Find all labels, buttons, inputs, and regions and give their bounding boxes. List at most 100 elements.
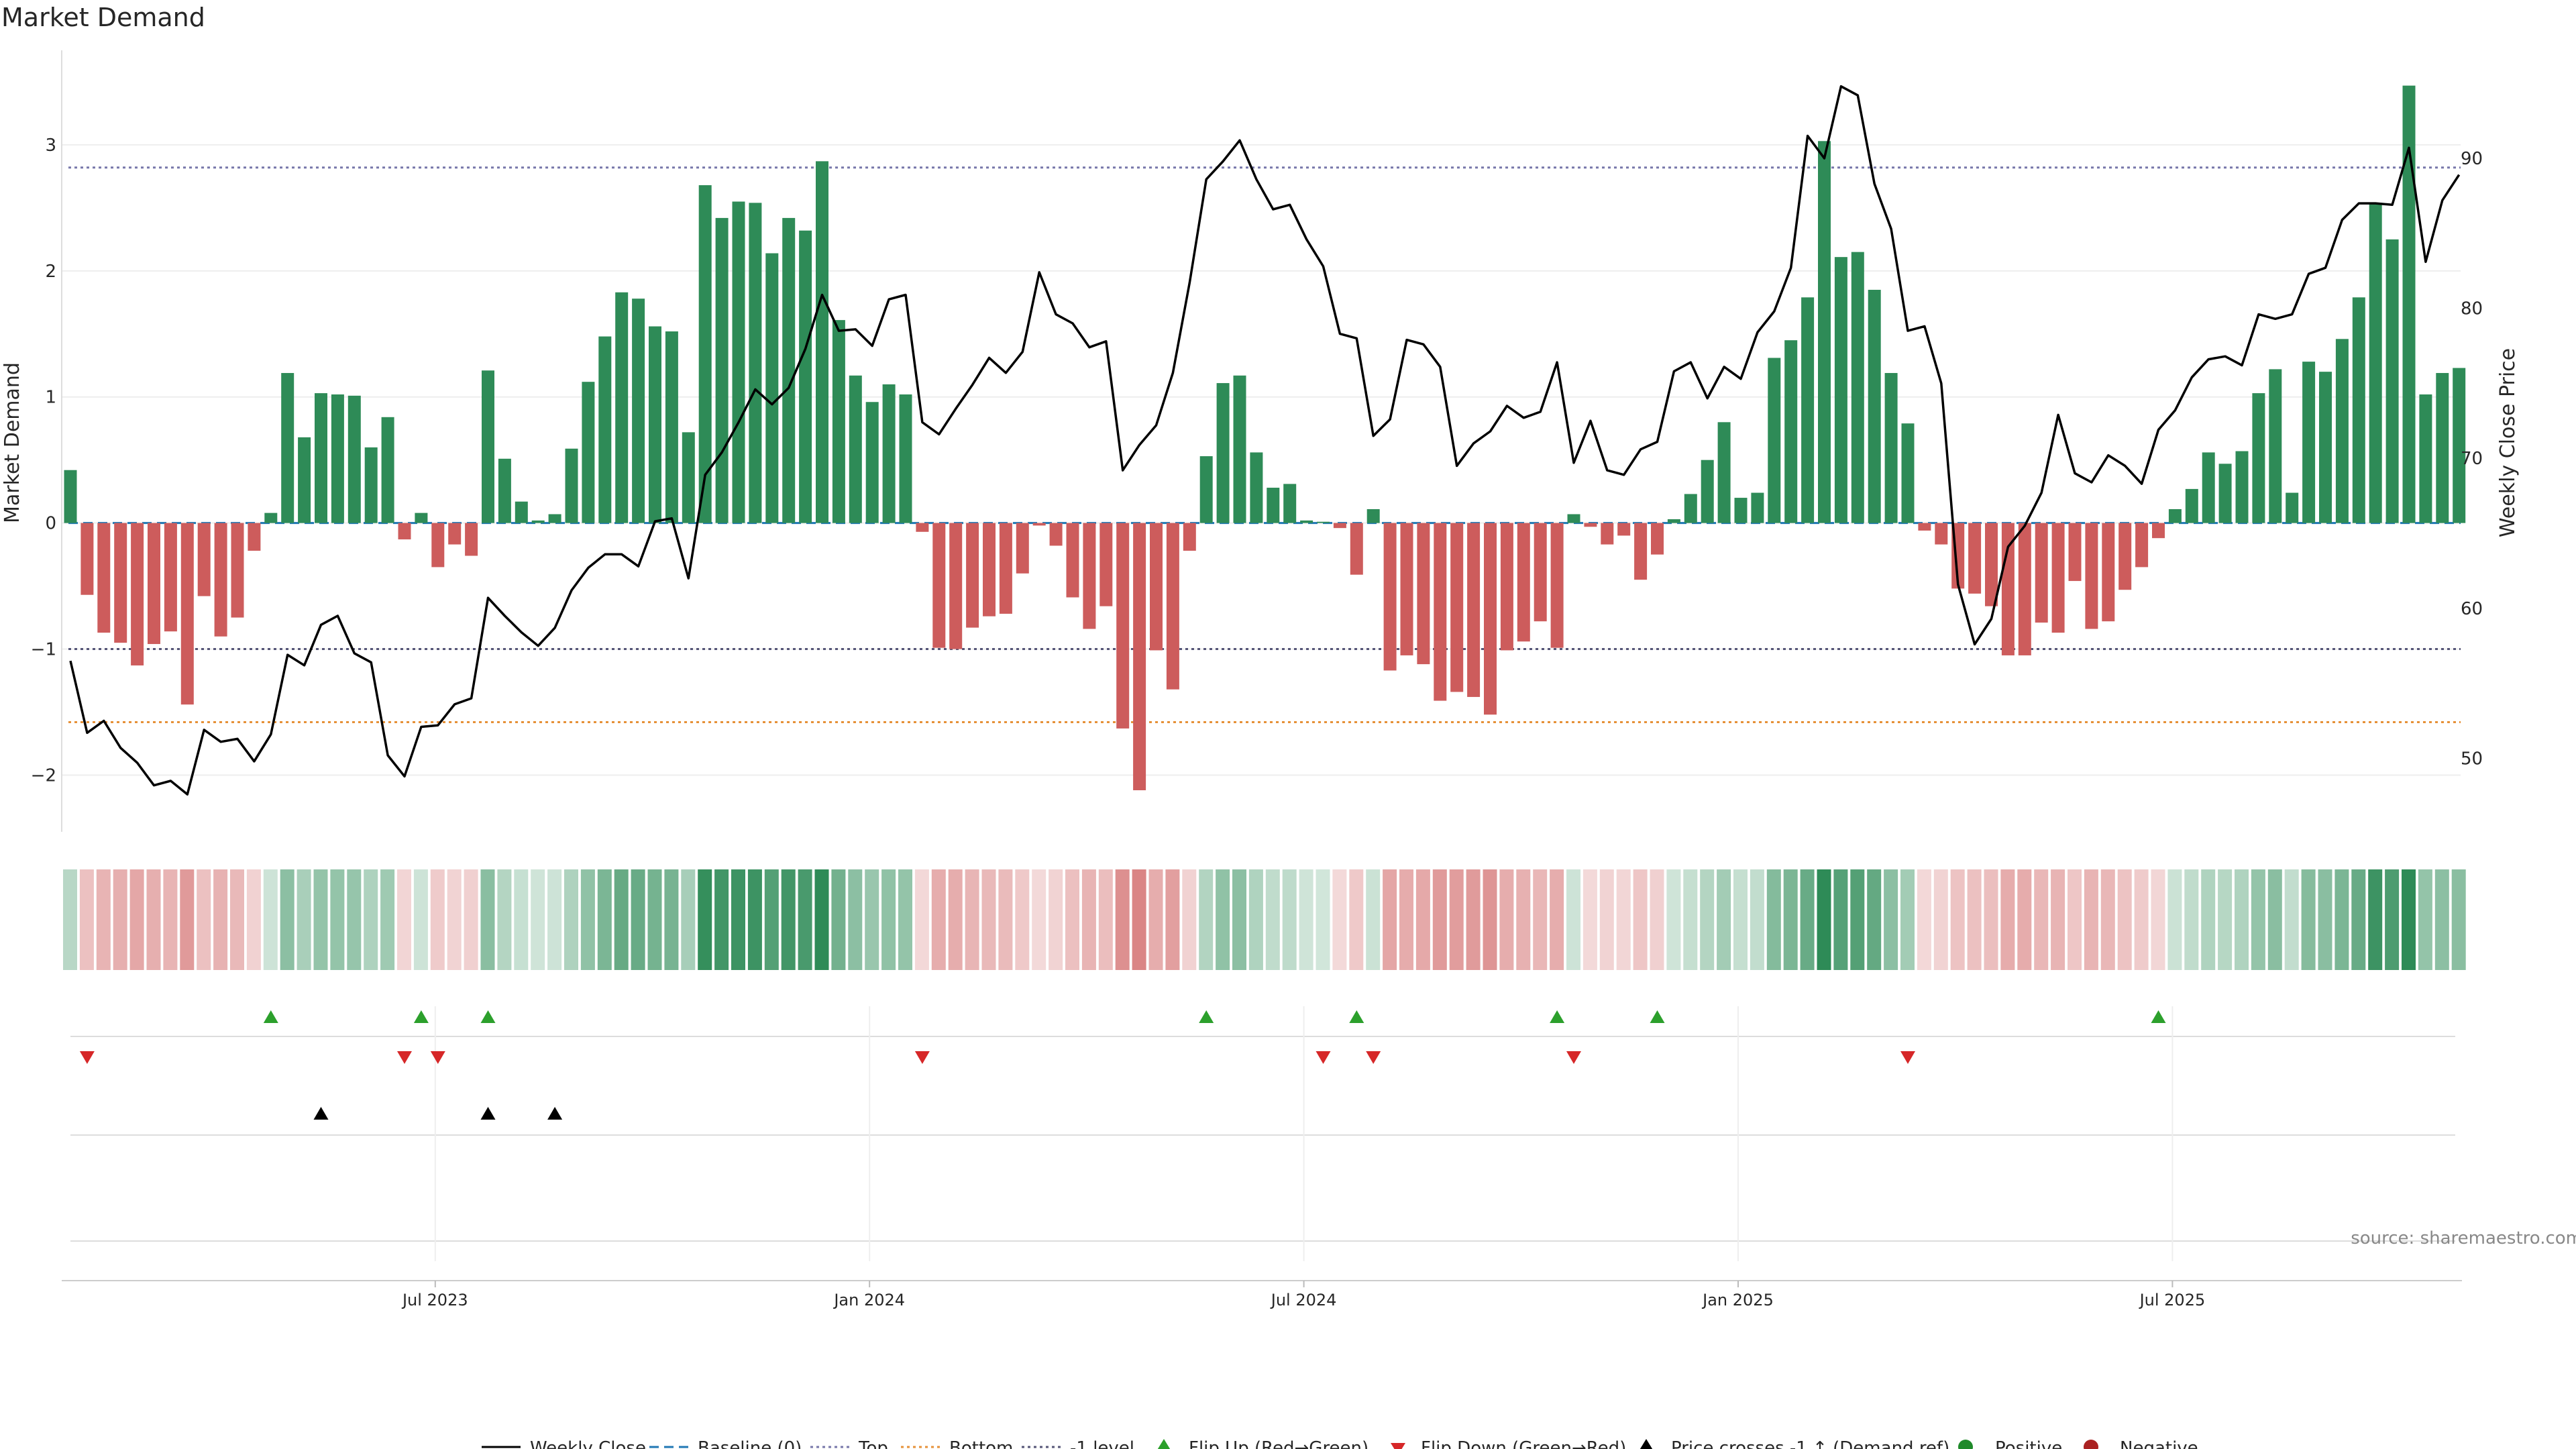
demand-bar xyxy=(2018,523,2031,655)
demand-bar xyxy=(1166,523,1179,690)
heat-strip-cell xyxy=(1933,869,1948,970)
demand-bar xyxy=(1550,523,1564,648)
heat-strip-cell xyxy=(1115,869,1130,970)
demand-bar xyxy=(2035,523,2048,623)
heat-strip-cell xyxy=(2251,869,2265,970)
heat-strip-cell xyxy=(1216,869,1230,970)
demand-bars xyxy=(64,85,2466,790)
demand-bar xyxy=(2185,488,2198,523)
demand-bar xyxy=(1216,383,1230,523)
heat-strip-cell xyxy=(898,869,912,970)
heat-strip-cell xyxy=(430,869,445,970)
demand-bar xyxy=(2218,464,2232,523)
heat-strip-cell xyxy=(1833,869,1848,970)
demand-bar xyxy=(1016,523,1029,574)
demand-bar xyxy=(1300,520,1313,523)
demand-bar xyxy=(498,458,511,523)
heat-strip-cell xyxy=(364,869,378,970)
heat-strip-cell xyxy=(1399,869,1413,970)
demand-bar xyxy=(448,523,462,545)
x-tick-label: Jan 2024 xyxy=(833,1291,905,1309)
heat-strip-cell xyxy=(914,869,929,970)
heat-strip-cell xyxy=(380,869,395,970)
heat-strip-cell xyxy=(2402,869,2416,970)
heat-strip-cell xyxy=(1098,869,1113,970)
demand-bar xyxy=(2319,372,2332,523)
flip-down-marker xyxy=(1566,1051,1581,1064)
heat-strip-cell xyxy=(564,869,578,970)
demand-bar xyxy=(465,523,478,556)
heat-strip-cell xyxy=(1666,869,1681,970)
heat-strip-cell xyxy=(781,869,796,970)
demand-bar xyxy=(949,523,963,649)
main-panel: −2 −1 0 1 2 3 50 60 70 80 90 Market Demand Weekly… xyxy=(1,50,2520,832)
demand-bar xyxy=(1684,494,1697,523)
heat-strip-cell xyxy=(731,869,745,970)
heat-strip-cell xyxy=(1049,869,1063,970)
heat-strip-cell xyxy=(1850,869,1865,970)
heat-strip-cell xyxy=(1466,869,1481,970)
heat-strip-cell xyxy=(1516,869,1531,970)
flip-up-marker xyxy=(1550,1010,1565,1023)
demand-bar xyxy=(732,201,745,523)
demand-bar xyxy=(1500,523,1513,651)
flip-down-marker xyxy=(1900,1051,1915,1064)
demand-bar xyxy=(715,217,729,523)
demand-bar xyxy=(765,253,779,523)
demand-bar xyxy=(1734,498,1748,523)
heat-strip-cell xyxy=(1148,869,1163,970)
heat-strip-cell xyxy=(2117,869,2132,970)
heat-strip-cell xyxy=(2434,869,2449,970)
legend-negative-label: Negative xyxy=(2120,1438,2198,1449)
demand-bar xyxy=(2436,373,2449,523)
heat-strip-cell xyxy=(2218,869,2233,970)
heat-strip-cell xyxy=(647,869,662,970)
heat-strip-cell xyxy=(113,869,127,970)
heat-strip-cell xyxy=(2301,869,2316,970)
source-credit: source: sharemaestro.com xyxy=(2351,1228,2576,1248)
demand-bar xyxy=(1935,523,1948,545)
demand-bar xyxy=(2302,362,2316,523)
heat-strip-cell xyxy=(848,869,863,970)
legend-negative-swatch xyxy=(2084,1440,2098,1449)
demand-bar xyxy=(1985,523,1998,606)
heat-strip-cell xyxy=(197,869,211,970)
demand-bar xyxy=(2335,339,2349,523)
heat-strip-cell xyxy=(2184,869,2199,970)
demand-bar xyxy=(431,523,445,568)
heat-strip-cell xyxy=(1248,869,1263,970)
heat-strip-cell xyxy=(1616,869,1631,970)
heat-strip-cell xyxy=(280,869,294,970)
heat-strip-cell xyxy=(1366,869,1381,970)
demand-bar xyxy=(649,326,661,523)
heat-strip-cell xyxy=(2167,869,2182,970)
heat-strip-cell xyxy=(447,869,462,970)
flip-up-marker xyxy=(413,1010,429,1023)
heat-strip-cell xyxy=(63,869,77,970)
heat-strip-cell xyxy=(831,869,846,970)
demand-bar xyxy=(1918,523,1931,531)
demand-bar xyxy=(2085,523,2098,629)
heat-strip-cell xyxy=(2134,869,2149,970)
demand-bar xyxy=(698,185,712,523)
demand-bar xyxy=(64,470,77,523)
demand-bar xyxy=(2352,297,2365,523)
heat-strip-cell xyxy=(965,869,979,970)
x-tick-label: Jul 2023 xyxy=(401,1291,468,1309)
demand-bar xyxy=(2051,523,2065,633)
legend-flip-up-label: Flip Up (Red→Green) xyxy=(1189,1438,1368,1449)
y-tick-label: 1 xyxy=(45,388,56,408)
legend-price-cross-label: Price crosses -1 ↑ (Demand ref) xyxy=(1671,1438,1949,1449)
heat-strip-cell xyxy=(2451,869,2466,970)
heat-strip-cell xyxy=(230,869,244,970)
demand-bar xyxy=(1484,523,1497,715)
heat-strip-cell xyxy=(480,869,495,970)
heat-strip-cell xyxy=(1599,869,1614,970)
demand-bar xyxy=(1366,508,1380,523)
price-cross-marker xyxy=(480,1107,496,1120)
heat-strip-cell xyxy=(981,869,996,970)
demand-bar xyxy=(1283,484,1297,523)
demand-bar xyxy=(2152,523,2165,539)
demand-bar xyxy=(1049,523,1063,546)
y-tick-label: 0 xyxy=(45,514,56,534)
